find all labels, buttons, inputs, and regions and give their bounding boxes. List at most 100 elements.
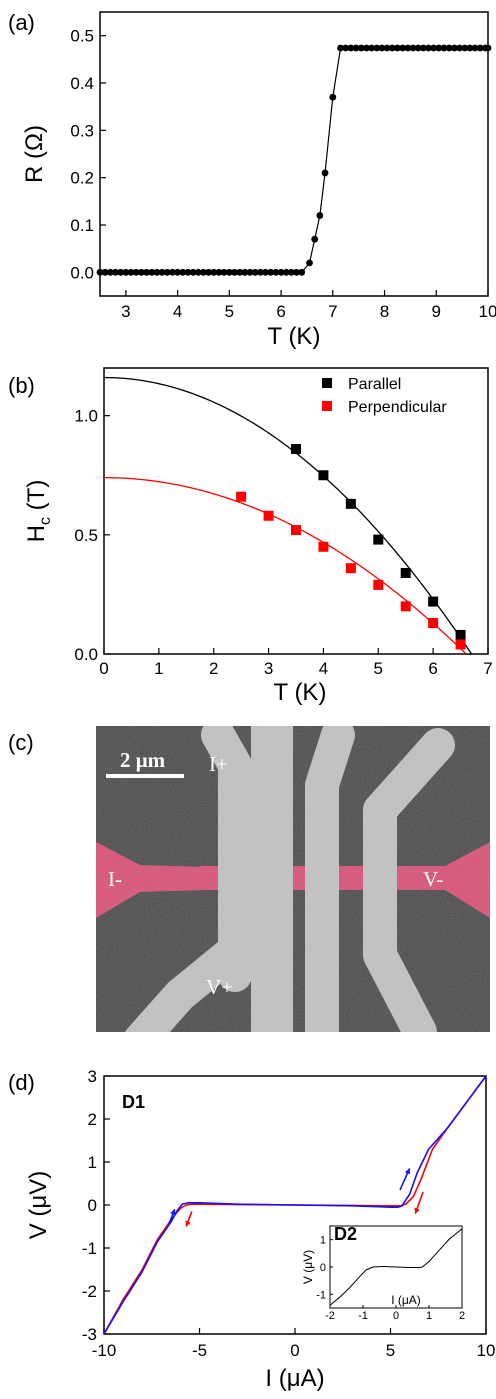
chart-b-legend-label: Parallel [348, 376, 401, 393]
chart-a-point [435, 44, 443, 52]
chart-b-x-tick-label: 2 [209, 659, 218, 678]
chart-a-y-tick-label: 0.3 [70, 121, 94, 140]
chart-a-point [200, 268, 207, 276]
chart-b-point [345, 498, 356, 509]
scale-bar-label: 2 μm [120, 748, 166, 772]
chart-a-point [236, 268, 244, 276]
inset-line [329, 1228, 463, 1306]
chart-a-point [148, 268, 156, 276]
chart-a-point [419, 44, 427, 52]
panel-label-a: (a) [8, 10, 35, 35]
chart-d-x-tick-label: 5 [386, 1341, 395, 1360]
chart-b-y-tick-label: 1.0 [74, 407, 98, 426]
chart-a-y-tick-label: 0.2 [70, 169, 94, 188]
chart-d-y-axis-label: V (μV) [25, 1171, 52, 1240]
chart-a-point [132, 268, 140, 276]
chart-a-point [179, 268, 187, 276]
chart-a-point [378, 44, 386, 52]
chart-a-point [352, 44, 360, 52]
chart-a-x-tick-label: 3 [121, 302, 130, 321]
chart-b-point [291, 444, 301, 455]
chart-a-point [342, 44, 350, 52]
chart-a-point [409, 44, 417, 52]
chart-b-x-tick-label: 5 [374, 659, 383, 678]
chart-a-point [466, 44, 474, 52]
chart-a-point [476, 44, 484, 52]
chart-b-point [373, 579, 384, 590]
chart-a-point [277, 268, 285, 276]
chart-a-point [368, 44, 375, 52]
chart-b-x-tick-label: 6 [428, 659, 437, 678]
chart-a-point [117, 268, 125, 276]
chart-a-point [225, 268, 233, 276]
chart-b-point [263, 510, 274, 521]
chart-b-x-tick-label: 1 [154, 659, 163, 678]
chart-a-point [306, 259, 313, 267]
chart-a-point [194, 268, 202, 276]
chart-a-point [337, 44, 344, 52]
chart-d-x-tick-label: -10 [92, 1341, 117, 1360]
sem-micrograph: 2 μm I+ I- V+ V- [96, 726, 490, 1032]
chart-a-point [373, 44, 381, 52]
chart-d-y-tick-label: -3 [82, 1325, 97, 1344]
chart-a-point [272, 268, 280, 276]
chart-a-point [282, 268, 290, 276]
label-v-plus: V+ [206, 975, 233, 999]
inset-y-tick-label: 0 [320, 1262, 326, 1274]
chart-b-x-tick-label: 0 [99, 659, 108, 678]
chart-a-point [112, 268, 119, 276]
inset-x-axis-label: I (μA) [391, 1293, 421, 1307]
inset-y-tick-label: -1 [316, 1289, 326, 1301]
chart-a-point [127, 268, 135, 276]
chart-a-point [311, 235, 319, 243]
chart-a-point [96, 268, 104, 276]
chart-a-point [205, 268, 213, 276]
chart-d-y-tick-label: -1 [82, 1239, 97, 1258]
chart-b-fit-curve [104, 476, 467, 654]
chart-d-y-tick-label: 0 [88, 1196, 97, 1215]
panel-label-d: (d) [8, 1070, 35, 1095]
chart-a-y-tick-label: 0.5 [70, 27, 94, 46]
chart-d-x-axis-label: I (μA) [265, 1365, 324, 1392]
chart-b-legend-marker [322, 401, 332, 411]
chart-b-critical-field-vs-temperature: 0 1 2 3 4 5 6 7 0.0 0.5 1.0 Parallel Perpendicular T … [23, 367, 493, 706]
chart-a-point [450, 44, 458, 52]
chart-a-point [241, 268, 249, 276]
chart-a-x-axis-label: T (K) [268, 323, 321, 350]
chart-a-point [329, 93, 337, 101]
inset-x-tick-label: 0 [393, 1310, 399, 1322]
chart-a-point [425, 44, 432, 52]
chart-a-point [174, 268, 182, 276]
chart-d-y-tick-label: 2 [88, 1110, 97, 1129]
chart-a-point [210, 268, 218, 276]
chart-a-point [388, 44, 396, 52]
chart-b-point [455, 629, 466, 640]
label-i-plus: I+ [209, 752, 228, 776]
inset-x-tick-label: 1 [426, 1310, 432, 1322]
chart-a-point [101, 268, 109, 276]
chart-a-x-tick-label: 6 [276, 302, 285, 321]
chart-b-point [236, 491, 247, 502]
chart-a-point [137, 268, 145, 276]
chart-d-sweep-arrowhead [170, 1209, 176, 1216]
chart-a-y-tick-label: 0.1 [70, 216, 94, 235]
chart-b-legend-label: Perpendicular [348, 399, 447, 416]
chart-a-point [461, 44, 469, 52]
chart-b-point [400, 567, 411, 578]
chart-a-point [394, 44, 401, 52]
chart-a-point [321, 169, 329, 177]
chart-a-point [246, 268, 254, 276]
chart-a-point [251, 268, 259, 276]
chart-a-point [456, 44, 463, 52]
chart-a-point [189, 268, 197, 276]
chart-a-y-tick-label: 0.4 [70, 74, 94, 93]
chart-a-point [399, 44, 407, 52]
chart-a-point [153, 268, 161, 276]
chart-a-point [106, 268, 114, 276]
chart-d-sweep-arrowhead [185, 1220, 191, 1227]
chart-b-y-axis-label: Hc (T) [23, 480, 54, 543]
chart-d-x-tick-label: -5 [192, 1341, 207, 1360]
chart-d-x-tick-label: 10 [477, 1341, 496, 1360]
inset-x-tick-label: 2 [459, 1310, 465, 1322]
chart-a-y-axis-label: R (Ω) [21, 125, 48, 183]
